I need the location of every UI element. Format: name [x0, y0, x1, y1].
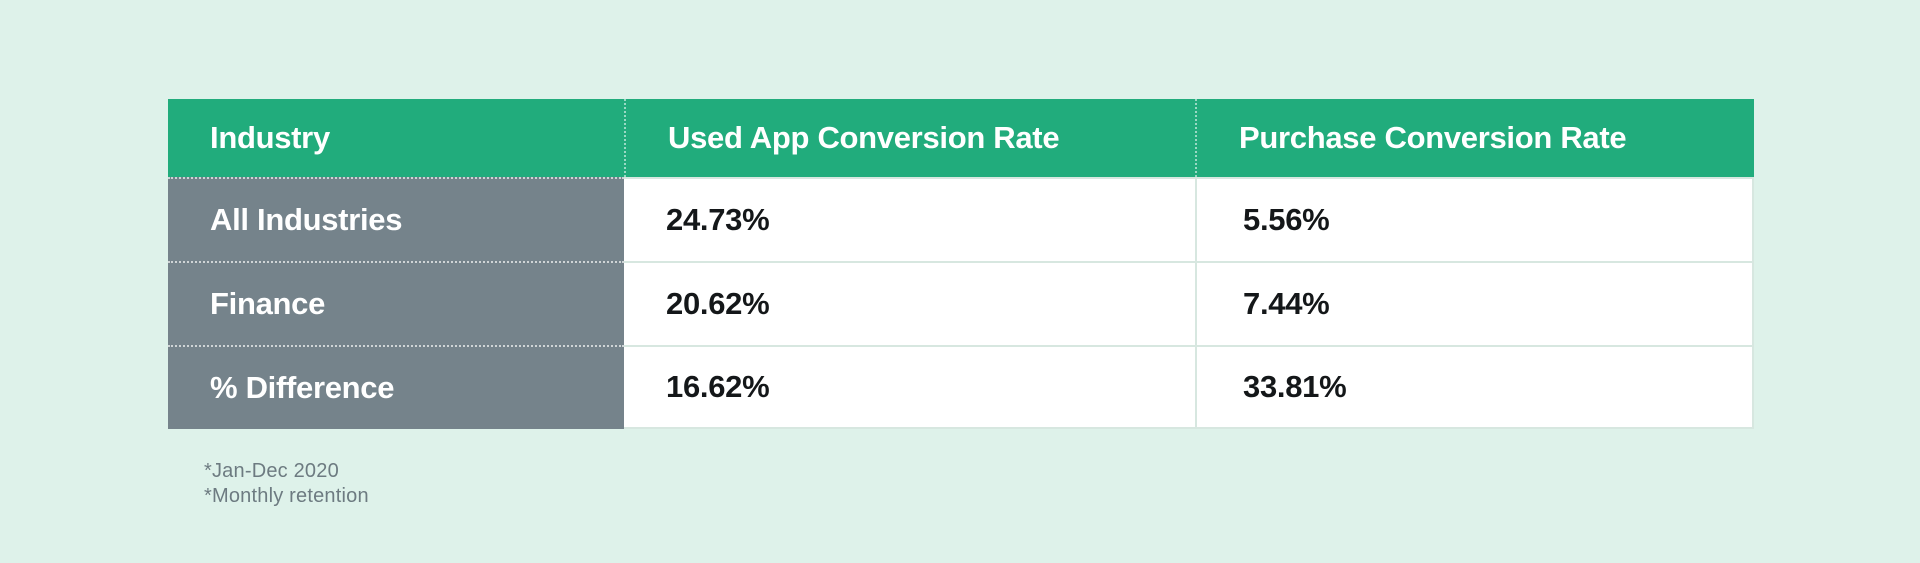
footnote-date-range: *Jan-Dec 2020	[204, 460, 339, 482]
cell-finance-used-app-rate: 20.62%	[624, 261, 1195, 345]
row-label-all-industries: All Industries	[168, 177, 624, 261]
cell-all-industries-used-app-rate: 24.73%	[624, 177, 1195, 261]
column-header-industry: Industry	[168, 99, 624, 177]
column-header-purchase-conversion-rate: Purchase Conversion Rate	[1195, 99, 1754, 177]
cell-difference-used-app-rate: 16.62%	[624, 345, 1195, 429]
column-header-used-app-conversion-rate: Used App Conversion Rate	[624, 99, 1195, 177]
cell-all-industries-purchase-rate: 5.56%	[1195, 177, 1754, 261]
footnotes: *Jan-Dec 2020 *Monthly retention	[204, 459, 369, 509]
row-label-percent-difference: % Difference	[168, 345, 624, 429]
cell-difference-purchase-rate: 33.81%	[1195, 345, 1754, 429]
cell-finance-purchase-rate: 7.44%	[1195, 261, 1754, 345]
footnote-retention: *Monthly retention	[204, 485, 369, 507]
conversion-rate-table: Industry Used App Conversion Rate Purcha…	[168, 99, 1754, 429]
row-label-finance: Finance	[168, 261, 624, 345]
